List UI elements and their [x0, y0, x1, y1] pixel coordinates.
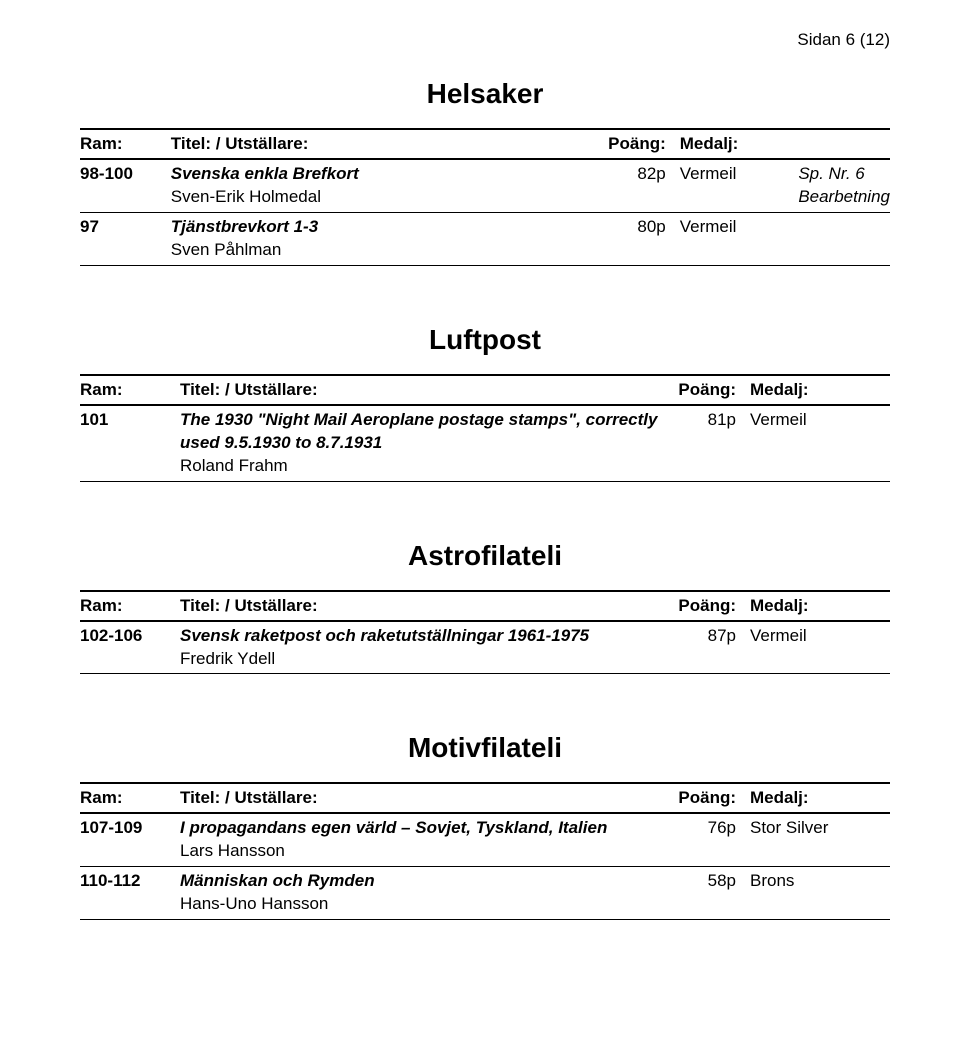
cell-ram: 107-109 — [80, 814, 180, 866]
col-header-titel: Titel: / Utställare: — [180, 376, 660, 405]
table-row: 102-106 Svensk raketpost och raketutstäl… — [80, 622, 890, 674]
cell-medalj: Brons — [750, 867, 880, 919]
cell-extra — [880, 622, 890, 674]
cell-title: Människan och Rymden Hans-Uno Hansson — [180, 867, 660, 919]
cell-medalj: Vermeil — [680, 160, 799, 212]
table: Ram: Titel: / Utställare: Poäng: Medalj:… — [80, 128, 890, 266]
section-title: Luftpost — [80, 324, 890, 356]
cell-poang: 58p — [660, 867, 750, 919]
exhibitor-text: Sven-Erik Holmedal — [171, 186, 593, 209]
cell-extra — [880, 814, 890, 866]
table-row: 101 The 1930 "Night Mail Aeroplane posta… — [80, 406, 890, 481]
table-row: 98-100 Svenska enkla Brefkort Sven-Erik … — [80, 160, 890, 212]
col-header-medalj: Medalj: — [750, 376, 880, 405]
table-header-row: Ram: Titel: / Utställare: Poäng: Medalj: — [80, 784, 890, 813]
col-header-medalj: Medalj: — [680, 130, 799, 159]
cell-title: The 1930 "Night Mail Aeroplane postage s… — [180, 406, 660, 481]
table-row: 97 Tjänstbrevkort 1-3 Sven Påhlman 80p V… — [80, 213, 890, 265]
cell-extra: Sp. Nr. 6 Bearbetning — [798, 160, 890, 212]
col-header-poang: Poäng: — [660, 784, 750, 813]
cell-ram: 98-100 — [80, 160, 171, 212]
col-header-ram: Ram: — [80, 784, 180, 813]
col-header-poang: Poäng: — [660, 592, 750, 621]
col-header-ram: Ram: — [80, 130, 171, 159]
extra-line: Bearbetning — [798, 186, 890, 209]
cell-extra — [798, 213, 890, 265]
section-astrofilateli: Astrofilateli Ram: Titel: / Utställare: … — [80, 540, 890, 675]
table: Ram: Titel: / Utställare: Poäng: Medalj:… — [80, 374, 890, 482]
section-title: Helsaker — [80, 78, 890, 110]
title-text: Svenska enkla Brefkort — [171, 163, 593, 186]
cell-medalj: Vermeil — [680, 213, 799, 265]
page-number: Sidan 6 (12) — [80, 30, 890, 50]
cell-title: Svenska enkla Brefkort Sven-Erik Holmeda… — [171, 160, 593, 212]
table-row: 107-109 I propagandans egen värld – Sovj… — [80, 814, 890, 866]
exhibitor-text: Hans-Uno Hansson — [180, 893, 660, 916]
extra-line: Sp. Nr. 6 — [798, 163, 890, 186]
cell-ram: 102-106 — [80, 622, 180, 674]
cell-ram: 110-112 — [80, 867, 180, 919]
cell-extra — [880, 406, 890, 481]
exhibitor-text: Sven Påhlman — [171, 239, 593, 262]
exhibitor-text: Fredrik Ydell — [180, 648, 660, 671]
cell-poang: 76p — [660, 814, 750, 866]
title-text: I propagandans egen värld – Sovjet, Tysk… — [180, 817, 660, 840]
cell-medalj: Vermeil — [750, 622, 880, 674]
cell-poang: 81p — [660, 406, 750, 481]
cell-ram: 101 — [80, 406, 180, 481]
cell-medalj: Vermeil — [750, 406, 880, 481]
table: Ram: Titel: / Utställare: Poäng: Medalj:… — [80, 590, 890, 675]
section-title: Motivfilateli — [80, 732, 890, 764]
col-header-ram: Ram: — [80, 592, 180, 621]
cell-ram: 97 — [80, 213, 171, 265]
title-text: Svensk raketpost och raketutställningar … — [180, 625, 660, 648]
title-text: Människan och Rymden — [180, 870, 660, 893]
page: Sidan 6 (12) Helsaker Ram: Titel: / Utst… — [0, 0, 960, 1008]
col-header-titel: Titel: / Utställare: — [171, 130, 593, 159]
section-luftpost: Luftpost Ram: Titel: / Utställare: Poäng… — [80, 324, 890, 482]
col-header-medalj: Medalj: — [750, 592, 880, 621]
col-header-medalj: Medalj: — [750, 784, 880, 813]
col-header-titel: Titel: / Utställare: — [180, 592, 660, 621]
cell-title: I propagandans egen värld – Sovjet, Tysk… — [180, 814, 660, 866]
cell-extra — [880, 867, 890, 919]
cell-poang: 87p — [660, 622, 750, 674]
title-text: Tjänstbrevkort 1-3 — [171, 216, 593, 239]
table-header-row: Ram: Titel: / Utställare: Poäng: Medalj: — [80, 130, 890, 159]
cell-title: Svensk raketpost och raketutställningar … — [180, 622, 660, 674]
cell-poang: 82p — [593, 160, 680, 212]
col-header-ram: Ram: — [80, 376, 180, 405]
col-header-titel: Titel: / Utställare: — [180, 784, 660, 813]
exhibitor-text: Lars Hansson — [180, 840, 660, 863]
exhibitor-text: Roland Frahm — [180, 455, 660, 478]
col-header-poang: Poäng: — [660, 376, 750, 405]
cell-medalj: Stor Silver — [750, 814, 880, 866]
title-text: The 1930 "Night Mail Aeroplane postage s… — [180, 409, 660, 455]
table-row: 110-112 Människan och Rymden Hans-Uno Ha… — [80, 867, 890, 919]
section-motivfilateli: Motivfilateli Ram: Titel: / Utställare: … — [80, 732, 890, 920]
section-title: Astrofilateli — [80, 540, 890, 572]
table-header-row: Ram: Titel: / Utställare: Poäng: Medalj: — [80, 592, 890, 621]
col-header-poang: Poäng: — [593, 130, 680, 159]
table: Ram: Titel: / Utställare: Poäng: Medalj:… — [80, 782, 890, 920]
table-header-row: Ram: Titel: / Utställare: Poäng: Medalj: — [80, 376, 890, 405]
cell-title: Tjänstbrevkort 1-3 Sven Påhlman — [171, 213, 593, 265]
section-helsaker: Helsaker Ram: Titel: / Utställare: Poäng… — [80, 78, 890, 266]
cell-poang: 80p — [593, 213, 680, 265]
